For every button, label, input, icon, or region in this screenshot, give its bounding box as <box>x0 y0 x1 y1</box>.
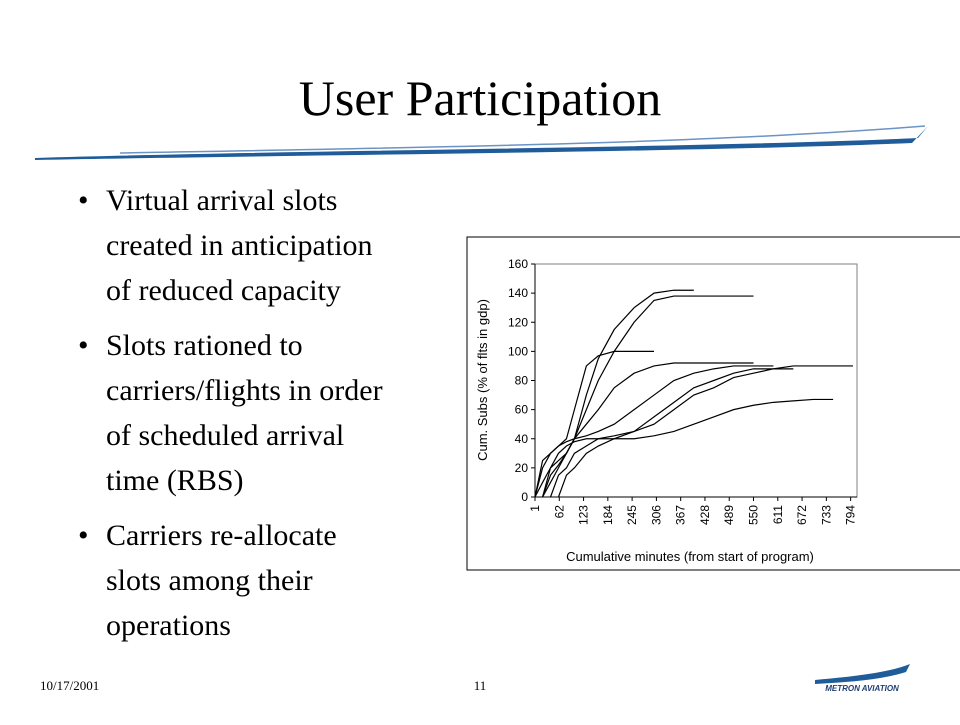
series-line <box>549 365 854 498</box>
bullet-text: Slots rationed to <box>106 329 303 362</box>
x-tick-label: 1 <box>528 505 542 512</box>
page-number: 11 <box>474 678 487 693</box>
y-tick-label: 140 <box>508 286 528 300</box>
x-tick-label: 62 <box>552 505 566 519</box>
bullet-text: Virtual arrival slots <box>106 184 337 217</box>
y-tick-label: 40 <box>515 432 529 446</box>
y-tick-label: 0 <box>521 490 528 504</box>
bullet-text: time (RBS) <box>106 464 244 497</box>
footer-date: 10/17/2001 <box>40 678 99 693</box>
y-tick-label: 20 <box>515 461 529 475</box>
series-line <box>541 368 794 498</box>
x-tick-label: 184 <box>601 505 615 525</box>
bullet-dot: • <box>78 329 89 362</box>
series-line <box>557 398 834 498</box>
bullet-text: of reduced capacity <box>106 274 341 307</box>
series-line <box>534 365 774 498</box>
bullet-text: operations <box>106 609 231 642</box>
y-tick-label: 100 <box>508 344 528 358</box>
x-tick-label: 245 <box>625 505 639 525</box>
x-tick-label: 367 <box>674 505 688 525</box>
bullet-dot: • <box>78 184 89 217</box>
logo-text: METRON AVIATION <box>825 684 899 693</box>
y-tick-label: 120 <box>508 315 528 329</box>
title-swoosh <box>35 126 928 160</box>
bullet-text: created in anticipation <box>106 229 373 262</box>
bullet-text: carriers/flights in order <box>106 374 383 407</box>
plot-area <box>534 263 858 498</box>
title-swoosh-line <box>119 125 926 154</box>
y-tick-label: 80 <box>515 374 529 388</box>
logo-swoosh <box>815 664 910 684</box>
slide-title: User Participation <box>299 70 661 126</box>
x-tick-label: 794 <box>844 505 858 525</box>
bullet-text: of scheduled arrival <box>106 419 344 452</box>
x-tick-label: 550 <box>747 505 761 525</box>
y-axis-label: Cum. Subs (% of flts in gdp) <box>475 299 490 461</box>
series-line <box>542 362 754 498</box>
x-tick-label: 672 <box>795 505 809 525</box>
x-tick-label: 489 <box>722 505 736 525</box>
bullet-text: Carriers re-allocate <box>106 519 337 552</box>
y-tick-label: 160 <box>508 257 528 271</box>
bullet-text: slots among their <box>106 564 313 597</box>
bullet-dot: • <box>78 519 89 552</box>
x-axis-label: Cumulative minutes (from start of progra… <box>566 549 814 564</box>
x-tick-label: 733 <box>819 505 833 525</box>
x-tick-label: 123 <box>577 505 591 525</box>
x-tick-label: 611 <box>771 505 785 524</box>
y-tick-label: 60 <box>515 403 529 417</box>
x-tick-label: 428 <box>698 505 712 525</box>
series-line <box>534 350 655 498</box>
x-tick-label: 306 <box>649 505 663 525</box>
